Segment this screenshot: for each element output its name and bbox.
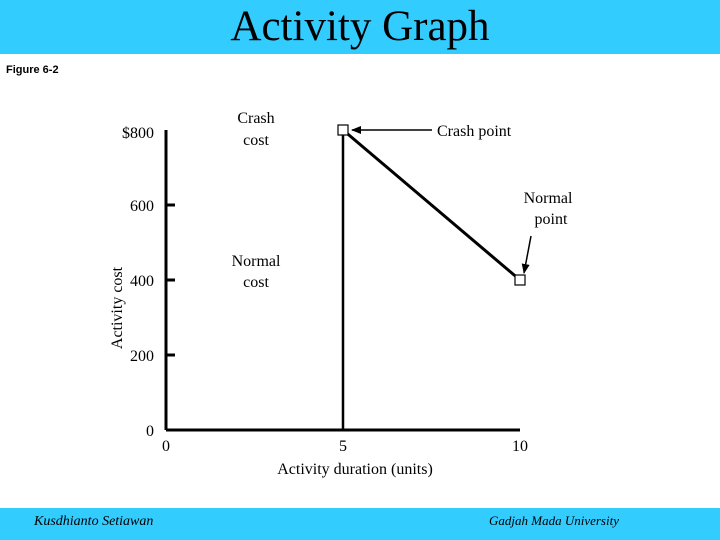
figure-label: Figure 6-2 <box>6 64 59 76</box>
crash-point-marker <box>337 124 349 136</box>
cost-line <box>342 128 521 282</box>
footer-university: Gadjah Mada University <box>489 513 619 528</box>
y-axis-title: Activity cost <box>109 266 126 349</box>
crash-cost-label: Crash <box>237 110 274 127</box>
y-tick-label: 600 <box>130 198 154 215</box>
y-tick-label: 0 <box>146 423 154 440</box>
normal-point-marker <box>514 274 526 286</box>
crash-point-label: Crash point <box>437 123 512 140</box>
x-tick-label: 10 <box>512 438 528 455</box>
normal-cost-label: cost <box>243 274 269 291</box>
normal-cost-label: Normal <box>232 253 281 270</box>
footer-banner <box>0 508 720 540</box>
footer-author: Kusdhianto Setiawan <box>34 514 154 529</box>
x-axis-title: Activity duration (units) <box>277 461 433 478</box>
x-tick-label: 5 <box>339 438 347 455</box>
normal-point-label: Normal <box>524 190 573 207</box>
y-tick-label: 400 <box>130 273 154 290</box>
title-banner <box>0 0 720 54</box>
y-tick-label: 200 <box>130 348 154 365</box>
normal-point-label: point <box>535 211 568 228</box>
x-tick-label: 0 <box>162 438 170 455</box>
crash-cost-label: cost <box>243 132 269 149</box>
normal-point-arrow <box>521 235 532 274</box>
page-title: Activity Graph <box>230 3 490 50</box>
y-tick-label: $800 <box>122 125 154 142</box>
